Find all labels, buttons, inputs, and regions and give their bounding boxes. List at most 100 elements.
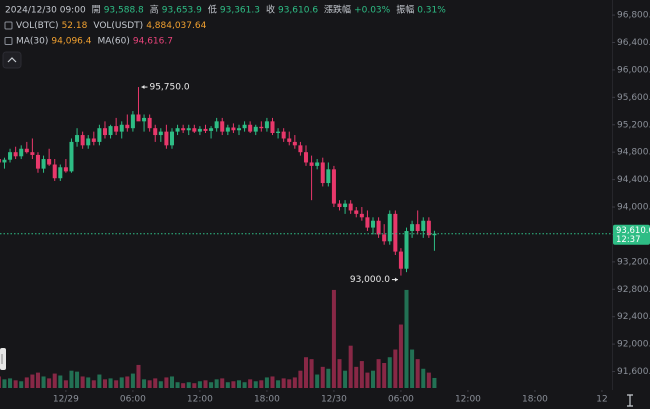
y-tick-label: 94,800.0: [617, 148, 650, 158]
candle-body: [387, 213, 392, 242]
candle-body: [24, 148, 29, 153]
volume-bar: [320, 366, 325, 388]
candle-body: [242, 124, 247, 129]
header-field-value: 93,361.3: [220, 6, 260, 16]
candle-body: [320, 162, 325, 184]
candle-body: [97, 128, 102, 142]
x-tick-label: 18:00: [522, 395, 548, 405]
candle-body: [119, 124, 124, 132]
header-field-name: MA(60): [97, 37, 129, 47]
header-icon: [4, 37, 13, 45]
volume-bar: [86, 377, 91, 388]
y-tick-label: 94,000.0: [617, 203, 650, 213]
volume-bar: [175, 382, 180, 388]
button-frame[interactable]: [2, 51, 22, 69]
y-tick-label: 92,000.0: [617, 340, 650, 350]
candle-body: [376, 220, 381, 235]
volume-bar: [276, 380, 281, 388]
header-field-value: 93,610.6: [278, 6, 318, 16]
volume-bar: [387, 357, 392, 388]
candle-body: [393, 213, 398, 252]
volume-bar: [410, 349, 415, 388]
header-field-value: 94,616.7: [133, 37, 173, 47]
volume-bar: [331, 289, 336, 388]
candle-body: [253, 126, 258, 132]
volume-bar: [197, 381, 202, 388]
candle-body: [125, 124, 130, 129]
y-tick-label: 96,400.0: [617, 38, 650, 48]
candle-body: [270, 121, 275, 133]
header-field-name: VOL(BTC): [16, 21, 59, 31]
candle-body: [69, 141, 74, 172]
volume-bar: [359, 361, 364, 388]
candle-body: [303, 152, 309, 163]
y-tick-label: 94,400.0: [617, 175, 650, 185]
candle-body: [209, 128, 214, 131]
text-cursor[interactable]: [627, 394, 633, 407]
volume-bar: [348, 345, 353, 388]
candle-body: [421, 220, 426, 232]
volume-bar: [114, 380, 119, 388]
candle-body: [169, 131, 174, 146]
volume-bar: [326, 368, 331, 388]
candle-body: [365, 217, 370, 228]
header-field-name: VOL(USDT): [93, 21, 143, 31]
volume-bar: [426, 372, 431, 388]
volume-bar: [236, 380, 242, 388]
volume-bar: [169, 376, 174, 388]
candle-body: [181, 128, 186, 131]
candle-body: [175, 128, 180, 132]
volume-bar: [35, 372, 40, 388]
volume-bar: [30, 374, 35, 388]
volume-bar: [186, 382, 191, 388]
tab-handle[interactable]: [0, 348, 6, 370]
candle-body: [354, 210, 359, 214]
chevron-icon: [7, 57, 17, 63]
volume-bar: [337, 359, 342, 388]
candle-body: [8, 152, 13, 160]
x-tick-label: 12/30: [321, 395, 347, 405]
candle-body: [281, 131, 286, 139]
cursor-icon[interactable]: [627, 394, 633, 407]
volume-bar: [315, 374, 320, 388]
volume-bar: [119, 377, 124, 388]
candle-body: [382, 234, 387, 242]
candle-body: [80, 135, 85, 146]
candle-body: [398, 251, 403, 269]
x-tick-label: 12:00: [187, 395, 213, 405]
volume-bar: [8, 378, 13, 388]
volume-bar: [393, 349, 398, 388]
candle-body: [58, 167, 63, 179]
candle-body: [236, 128, 242, 131]
candle-body: [359, 213, 364, 218]
candle-body: [197, 128, 202, 132]
y-tick-label: 93,200.0: [617, 257, 650, 267]
candle-body: [0, 159, 1, 163]
candle-body: [13, 152, 18, 157]
volume-bar: [58, 375, 63, 388]
header-field-value: 52.18: [62, 21, 88, 31]
side-tab[interactable]: [0, 348, 6, 370]
volume-bar: [220, 378, 225, 388]
volume-bar: [203, 380, 208, 388]
volume-bar: [398, 324, 403, 388]
volume-bar: [270, 376, 275, 388]
candle-body: [147, 117, 152, 129]
candle-body: [214, 121, 219, 129]
candle-body: [91, 138, 96, 142]
x-tick-label: 12: [596, 395, 607, 405]
candle-body: [264, 121, 269, 129]
candle-body: [86, 138, 91, 146]
volume-bar: [253, 381, 258, 388]
volume-bar: [19, 381, 24, 388]
extreme-annotation: 93,000.0: [350, 275, 398, 285]
candle-body: [108, 126, 113, 136]
plot-area: [0, 87, 437, 388]
volume-bar: [108, 378, 113, 388]
candle-body: [186, 128, 191, 131]
y-tick-label: 95,600.0: [617, 93, 650, 103]
collapse-button[interactable]: [2, 51, 22, 69]
x-tick-label: 06:00: [388, 395, 414, 405]
